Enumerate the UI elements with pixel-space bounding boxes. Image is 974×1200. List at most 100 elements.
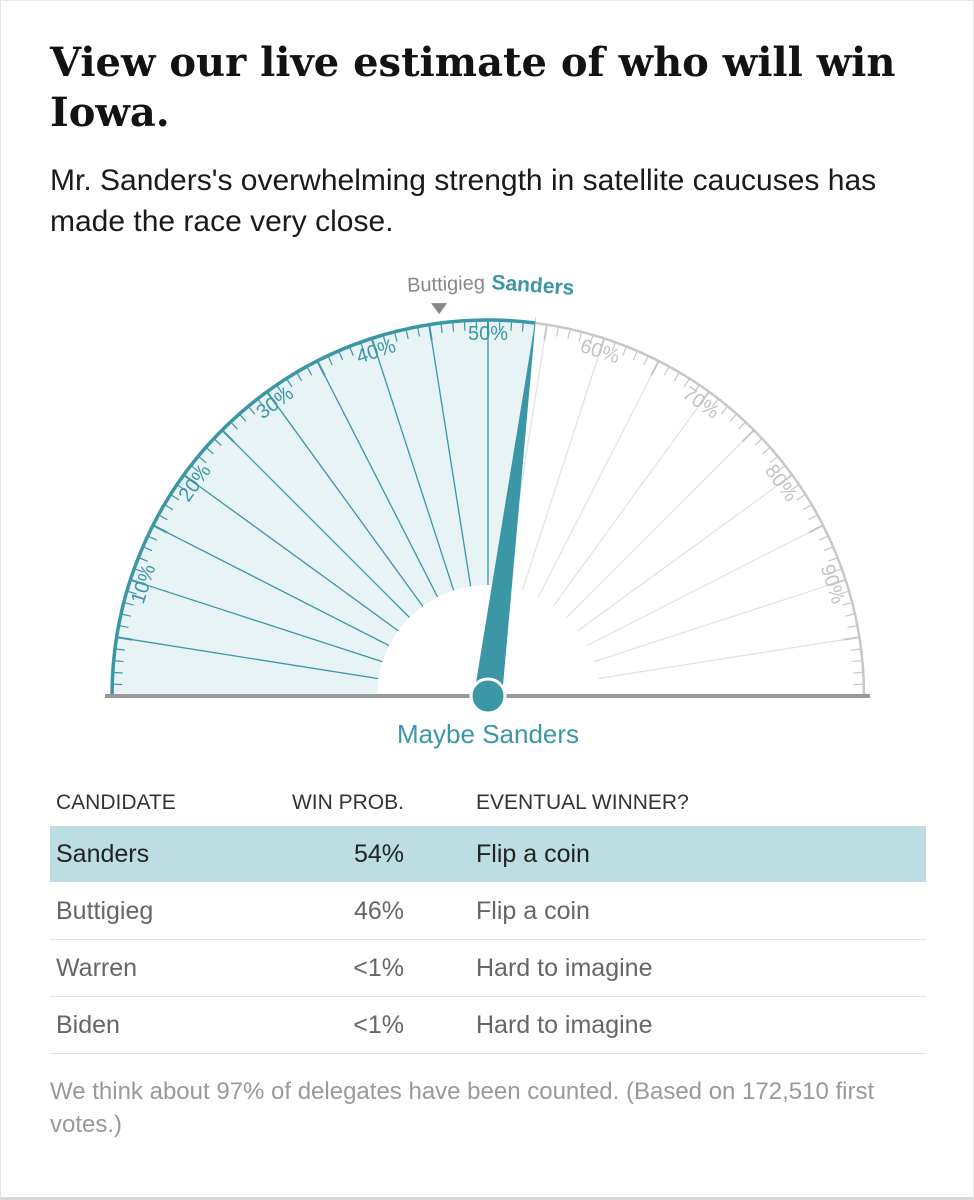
gauge-tick — [693, 384, 700, 394]
header-win-prob: WIN PROB. — [291, 791, 404, 814]
gauge-tick — [842, 601, 853, 606]
table-row: Warren <1% Hard to imagine — [50, 939, 926, 997]
gauge-tick — [257, 398, 265, 408]
gauge-tick — [316, 360, 326, 376]
gauge-tick — [851, 648, 862, 651]
gauge-tick — [296, 372, 303, 382]
gauge-tick — [738, 421, 746, 430]
table-header-row: CANDIDATE WIN PROB. EVENTUAL WINNER? — [50, 780, 926, 826]
gauge-chart: 10%20%30%40%50%60%70%80%90% Buttigieg San… — [105, 271, 870, 749]
gauge-tick — [440, 322, 443, 333]
gauge-spoke — [371, 338, 455, 591]
gauge-spoke — [593, 579, 846, 663]
gauge-tick — [802, 504, 812, 511]
gauge-tick — [808, 524, 824, 534]
gauge-tick — [247, 405, 256, 415]
gauge-tick — [349, 346, 354, 356]
gauge-marker-triangle — [431, 303, 448, 315]
gauge-tick — [118, 624, 129, 629]
gauge-tick — [170, 494, 180, 501]
candidate-name: Buttigieg — [50, 882, 286, 940]
header-candidate: CANDIDATE — [56, 791, 176, 814]
gauge-tick — [698, 391, 710, 406]
gauge-tick — [286, 378, 293, 388]
gauge-tick — [382, 334, 387, 345]
table-row: Sanders 54% Flip a coin — [50, 826, 926, 883]
gauge-verdict: Maybe Sanders — [397, 719, 579, 749]
gauge-tick — [370, 338, 378, 354]
win-prob: <1% — [286, 996, 404, 1054]
candidate-name: Sanders — [50, 826, 286, 883]
gauge-tick — [754, 438, 763, 446]
gauge-tick — [276, 384, 283, 394]
gauge-tick — [796, 494, 806, 501]
dek: Mr. Sanders's overwhelming strength in s… — [50, 164, 877, 238]
gauge-tick — [221, 429, 235, 443]
gauge-tick — [853, 671, 864, 674]
gauge-tick — [578, 331, 583, 342]
gauge-tick — [643, 355, 649, 366]
gauge-tick — [130, 578, 146, 586]
gauge-spoke — [521, 338, 605, 591]
gauge-tick — [567, 328, 571, 339]
gauge-tick — [832, 568, 842, 573]
gauge-tick — [147, 535, 158, 541]
gauge-tick-label: 60% — [577, 335, 622, 368]
gauge-spoke — [152, 524, 390, 647]
gauge-tick — [230, 421, 238, 430]
gauge-tick — [543, 324, 548, 341]
gauge-tick — [632, 350, 638, 361]
gauge-tick — [762, 446, 771, 455]
gauge-tick — [428, 324, 433, 341]
gauge-tick — [622, 346, 627, 356]
gauge-tick — [116, 636, 133, 641]
gauge-tick — [416, 326, 421, 337]
gauge-needle-pointer — [474, 315, 537, 698]
gauge-tick — [611, 342, 616, 352]
gauge-tick — [142, 546, 153, 552]
gauge-tick — [555, 326, 560, 337]
eventual-winner: Hard to imagine — [404, 939, 926, 997]
gauge-tick — [405, 328, 409, 339]
footnote: We think about 97% of delegates have bee… — [50, 1078, 875, 1138]
candidate-name: Warren — [50, 939, 286, 997]
gauge-spoke — [266, 391, 424, 607]
gauge-tick — [778, 474, 793, 486]
gauge-tick — [183, 474, 198, 486]
gauge-spoke — [221, 429, 410, 618]
gauge-spoke — [566, 429, 755, 618]
gauge-spoke — [577, 474, 793, 632]
gauge-spoke — [552, 391, 710, 607]
gauge-tick — [589, 334, 594, 345]
gauge-tick — [134, 568, 144, 573]
gauge-tick — [327, 355, 333, 366]
gauge-tick — [847, 624, 858, 629]
gauge-tick — [306, 366, 313, 376]
gauge-tick — [113, 660, 124, 663]
header-eventual-winner: EVENTUAL WINNER? — [476, 791, 689, 814]
gauge-spoke — [537, 360, 660, 598]
gauge-tick — [650, 360, 660, 376]
table-row: Buttigieg 46% Flip a coin — [50, 882, 926, 940]
eventual-winner: Flip a coin — [404, 882, 926, 940]
gauge-tick — [123, 601, 134, 606]
gauge-spoke — [130, 579, 383, 663]
win-prob: 54% — [286, 826, 404, 883]
gauge-tick — [197, 455, 207, 464]
gauge-tick — [266, 391, 278, 406]
gauge-tick — [828, 557, 838, 562]
gauge-tick — [830, 578, 846, 586]
gauge-tick — [673, 372, 680, 382]
gauge-tick — [213, 438, 222, 446]
gauge-tick — [338, 350, 344, 361]
gauge-needle — [469, 315, 537, 715]
eventual-winner: Hard to imagine — [404, 996, 926, 1054]
gauge-marker-label: Buttigieg — [407, 272, 486, 297]
gauge-tick — [205, 446, 214, 455]
gauge-tick — [769, 455, 779, 464]
gauge-tick — [663, 366, 670, 376]
gauge-ticks — [112, 320, 864, 686]
gauge-tick — [729, 413, 738, 422]
gauge-tick — [521, 321, 524, 332]
gauge-tick — [112, 671, 123, 674]
